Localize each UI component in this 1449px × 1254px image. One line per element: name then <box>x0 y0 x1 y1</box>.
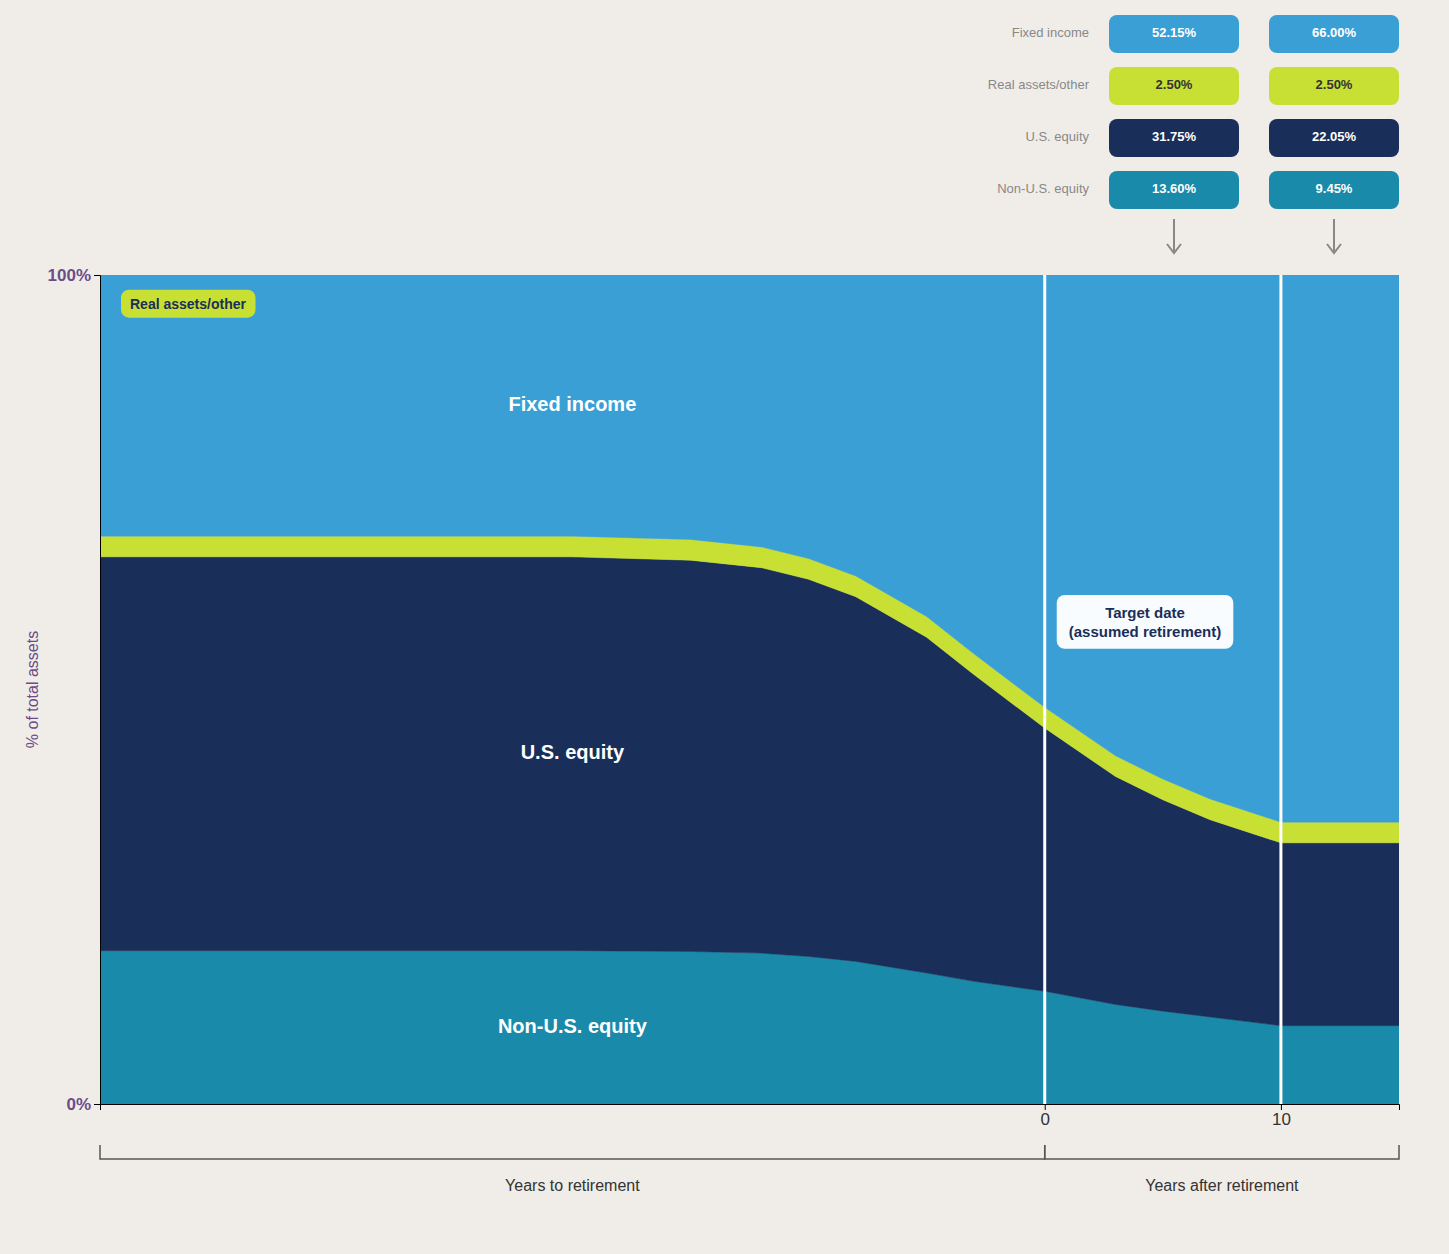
bracket <box>1045 1145 1399 1159</box>
series-labels: Non-U.S. equity U.S. equity Real assets/ot… <box>121 290 648 1037</box>
series-label: U.S. equity <box>521 741 625 763</box>
background <box>0 0 1449 1254</box>
annotation-text: Target date (assumed retirement) <box>1069 604 1222 640</box>
legend-value: 22.05% <box>1312 129 1357 144</box>
x-tick: 10 <box>1272 1104 1291 1129</box>
tick-line <box>1279 275 1282 1104</box>
legend-label: Real assets/other <box>988 77 1090 92</box>
series-label: Fixed income <box>508 393 636 415</box>
legend-item: U.S. equity 31.75% 22.05% <box>1025 119 1399 157</box>
y-tick: 0% <box>66 1095 100 1114</box>
legend-badge <box>1109 15 1239 53</box>
annotation: Target date (assumed retirement) <box>1057 595 1234 649</box>
legend-value: 52.15% <box>1152 25 1197 40</box>
y-tick: 100% <box>48 266 100 285</box>
annotation-line: (assumed retirement) <box>1069 623 1222 640</box>
annotation-box <box>1057 595 1234 649</box>
legend-badge <box>1269 15 1399 53</box>
legend-value: 9.45% <box>1316 181 1353 196</box>
tick-label: 0% <box>66 1095 91 1114</box>
x-axis-title: Years after retirement <box>1145 1177 1299 1194</box>
y-axis: 0% 100% <box>48 266 101 1114</box>
tick-label: 100% <box>48 266 91 285</box>
legend-badge <box>1109 67 1239 105</box>
legend: Fixed income 52.15% 66.00% Real assets/othe… <box>988 15 1399 253</box>
series-label: Real assets/other <box>130 296 246 312</box>
legend-value: 2.50% <box>1316 77 1353 92</box>
x-brackets <box>100 1145 1399 1159</box>
legend-badge <box>1269 67 1399 105</box>
annotation-line: Target date <box>1105 604 1185 621</box>
y-axis-title: % of total assets <box>24 631 41 748</box>
x-tick: 0 <box>1040 1104 1049 1129</box>
tick-label: 10 <box>1272 1110 1291 1129</box>
legend-label: U.S. equity <box>1025 129 1089 144</box>
axis-line <box>94 276 101 1105</box>
x-axis-title: Years to retirement <box>505 1177 640 1194</box>
legend-badge <box>1269 171 1399 209</box>
legend-item: Non-U.S. equity 13.60% 9.45% <box>997 171 1399 209</box>
chart: 0100%100%% of total assetsYears to retir… <box>0 0 1449 1254</box>
legend-badge <box>1109 119 1239 157</box>
series-label-box: Real assets/other <box>121 290 255 318</box>
legend-value: 31.75% <box>1152 129 1197 144</box>
legend-badge <box>1269 119 1399 157</box>
axis-line <box>101 1105 1400 1111</box>
tick-mark <box>94 275 100 276</box>
tick-line <box>1043 275 1046 1104</box>
tick-mark <box>94 1104 100 1105</box>
legend-badge <box>1109 171 1239 209</box>
x-axis: 0 10 <box>101 1104 1400 1129</box>
series-label: Non-U.S. equity <box>498 1015 648 1037</box>
legend-value: 13.60% <box>1152 181 1197 196</box>
legend-label: Non-U.S. equity <box>997 181 1089 196</box>
area <box>100 275 1399 822</box>
plot-area <box>100 275 1399 1104</box>
tick-label: 0 <box>1040 1110 1049 1129</box>
legend-label: Fixed income <box>1012 25 1089 40</box>
legend-arrow <box>1167 219 1181 253</box>
label-box <box>121 290 255 318</box>
legend-value: 66.00% <box>1312 25 1357 40</box>
legend-item: Fixed income 52.15% 66.00% <box>1012 15 1399 53</box>
legend-value: 2.50% <box>1156 77 1193 92</box>
bracket <box>100 1145 1045 1159</box>
legend-item: Real assets/other 2.50% 2.50% <box>988 67 1399 105</box>
legend-arrow <box>1327 219 1341 253</box>
